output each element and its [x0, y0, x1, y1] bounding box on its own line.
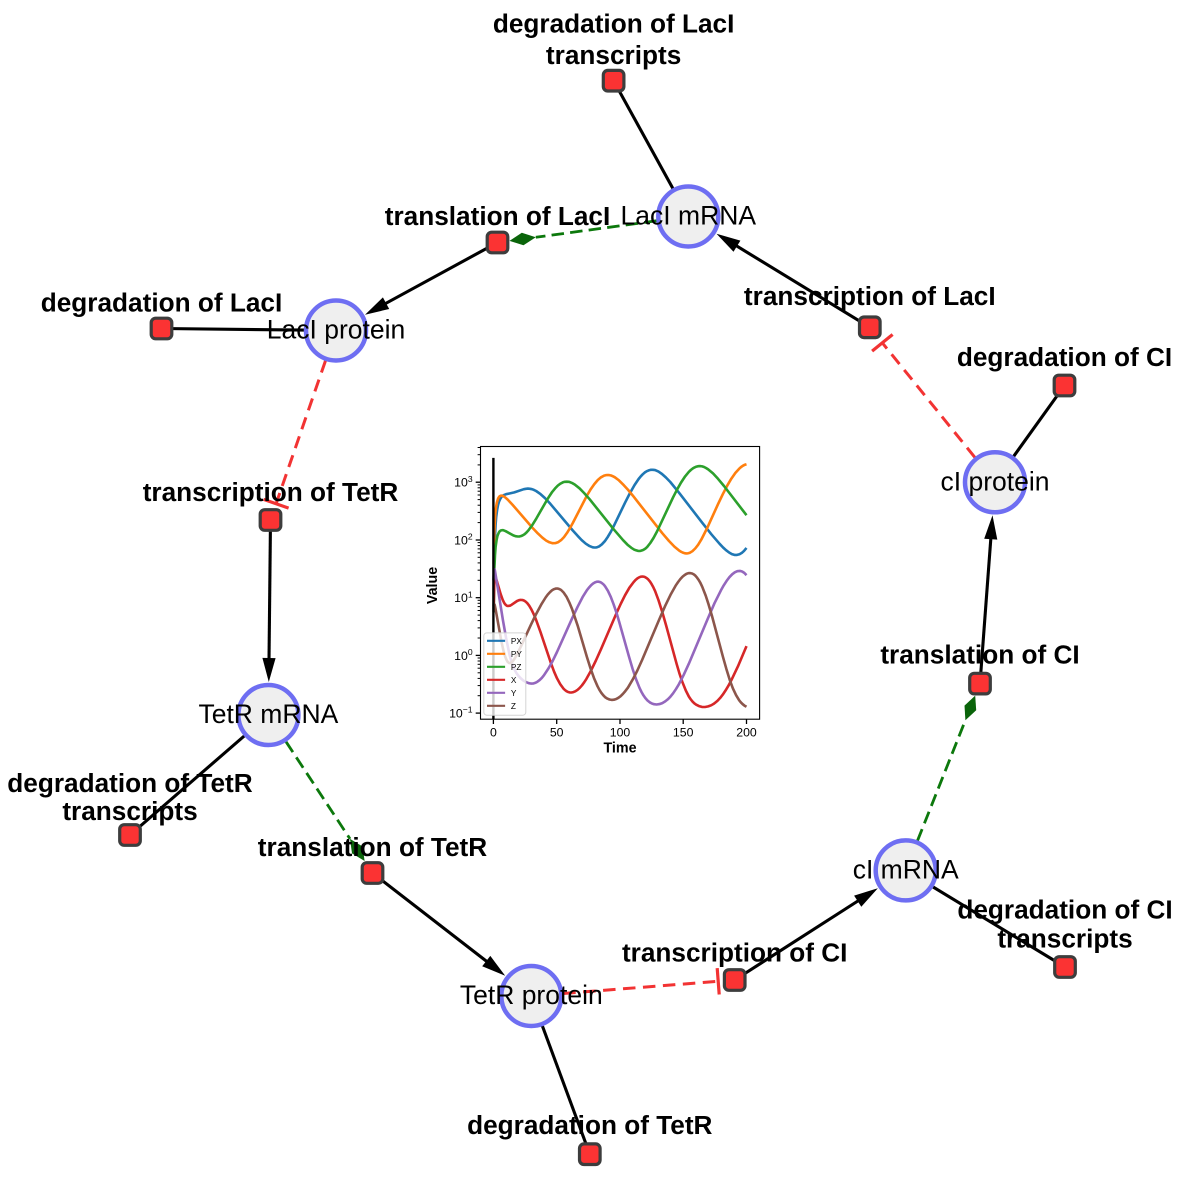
svg-text:degradation of LacI: degradation of LacI	[493, 9, 735, 39]
svg-text:TetR mRNA: TetR mRNA	[198, 699, 338, 729]
svg-text:50: 50	[550, 726, 564, 740]
svg-text:transcription of LacI: transcription of LacI	[744, 281, 996, 311]
svg-text:TetR protein: TetR protein	[460, 980, 603, 1010]
svg-text:Z: Z	[511, 701, 516, 711]
svg-text:cI protein: cI protein	[940, 467, 1049, 497]
svg-text:degradation of TetR: degradation of TetR	[467, 1110, 712, 1140]
svg-text:cI mRNA: cI mRNA	[853, 855, 959, 885]
svg-text:Y: Y	[511, 688, 517, 698]
svg-text:X: X	[511, 675, 517, 685]
svg-text:degradation of TetR: degradation of TetR	[7, 768, 252, 798]
svg-text:translation of TetR: translation of TetR	[258, 832, 487, 862]
svg-text:100: 100	[610, 726, 631, 740]
svg-text:transcripts: transcripts	[546, 40, 681, 70]
svg-text:transcription of CI: transcription of CI	[622, 938, 848, 968]
svg-text:Time: Time	[603, 741, 636, 757]
svg-text:degradation of LacI: degradation of LacI	[41, 287, 283, 317]
svg-text:PY: PY	[511, 649, 523, 659]
svg-text:transcripts: transcripts	[997, 924, 1132, 954]
svg-text:Value: Value	[425, 567, 441, 604]
svg-text:PZ: PZ	[511, 662, 522, 672]
svg-text:transcripts: transcripts	[62, 796, 197, 826]
svg-text:LacI protein: LacI protein	[267, 315, 405, 345]
svg-text:LacI mRNA: LacI mRNA	[621, 201, 757, 231]
svg-text:transcription of TetR: transcription of TetR	[143, 477, 399, 507]
svg-text:translation of LacI: translation of LacI	[385, 201, 611, 231]
svg-text:degradation of CI: degradation of CI	[957, 342, 1172, 372]
svg-text:200: 200	[736, 726, 757, 740]
svg-text:PX: PX	[511, 636, 523, 646]
svg-text:150: 150	[673, 726, 694, 740]
svg-text:degradation of CI: degradation of CI	[957, 894, 1172, 924]
svg-text:translation of CI: translation of CI	[880, 640, 1079, 670]
svg-text:0: 0	[490, 726, 497, 740]
